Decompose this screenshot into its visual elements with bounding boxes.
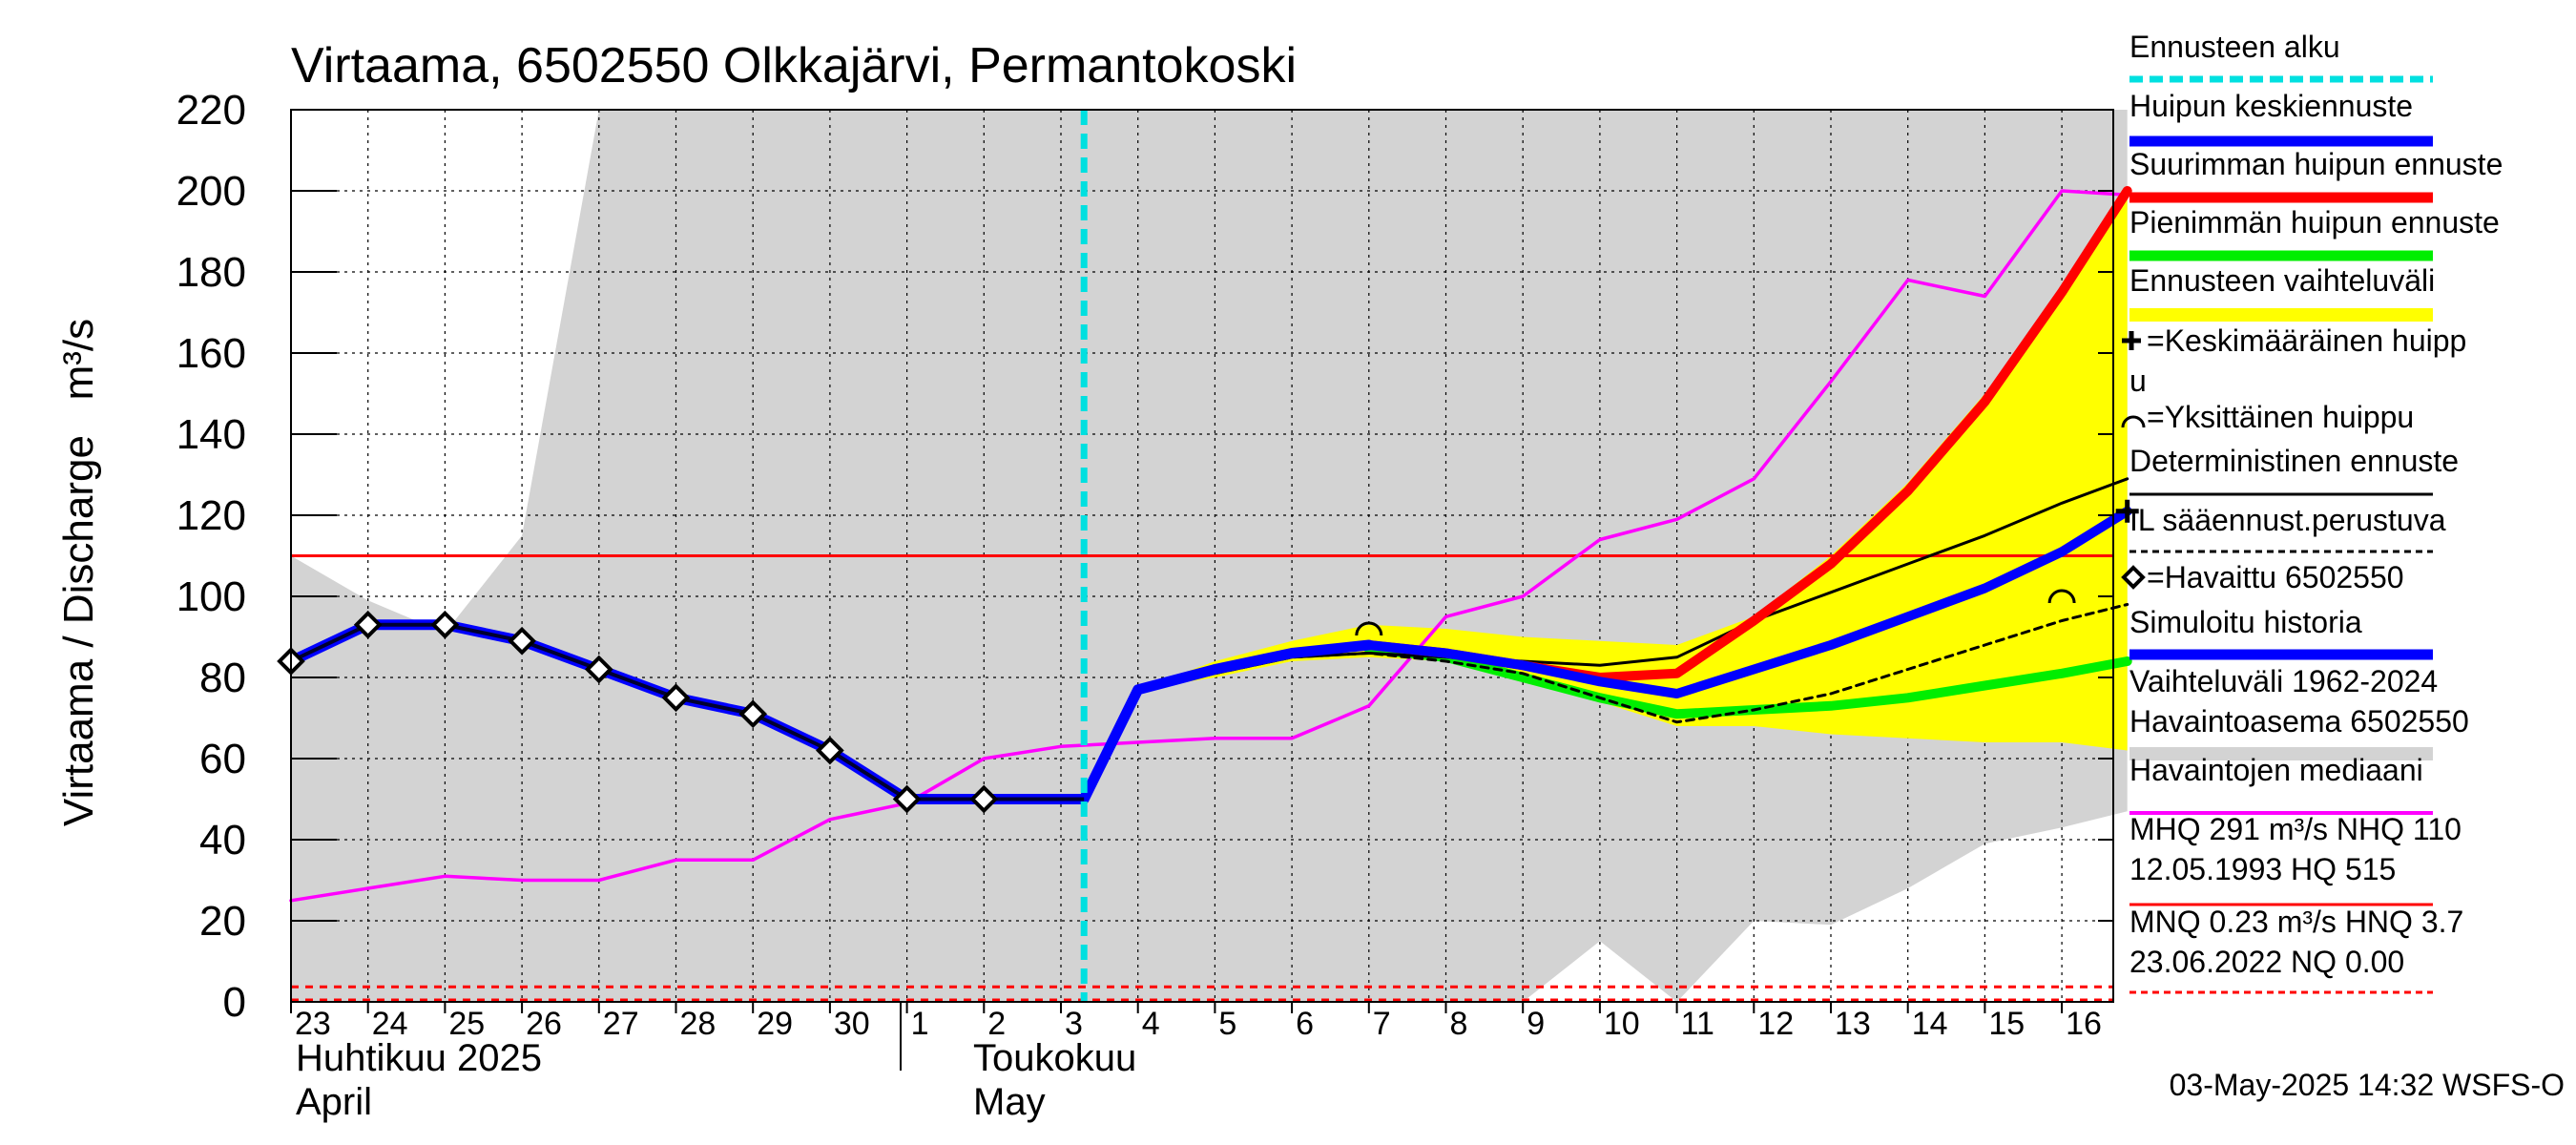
- legend-label: MNQ 0.23 m³/s HNQ 3.7: [2129, 905, 2463, 939]
- plot-frame: [290, 109, 2114, 1003]
- month-label-may-en: May: [973, 1081, 1046, 1123]
- y-tick-label: 220: [177, 87, 246, 134]
- legend-label: Pienimmän huipun ennuste: [2129, 205, 2500, 239]
- legend-label: =Havaittu 6502550: [2147, 560, 2404, 594]
- series-lines: [285, 110, 2132, 1002]
- y-tick-label: 20: [199, 898, 246, 945]
- y-tick-label: 80: [199, 655, 246, 701]
- x-tick-label: 2: [987, 1006, 1006, 1042]
- x-tick-label: 3: [1065, 1006, 1083, 1042]
- legend-label: Ennusteen alku: [2129, 30, 2340, 64]
- x-tick-label: 6: [1296, 1006, 1314, 1042]
- x-tick-label: 16: [2066, 1006, 2102, 1042]
- single-peak-marker: [2047, 589, 2076, 604]
- x-tick-label: 29: [757, 1006, 793, 1042]
- y-tick-label: 140: [177, 411, 246, 458]
- x-tick-label: 13: [1835, 1006, 1871, 1042]
- legend-label: Havaintojen mediaani: [2129, 753, 2423, 787]
- legend-label-line2: Havaintoasema 6502550: [2129, 704, 2469, 739]
- legend-label: Simuloitu historia: [2129, 605, 2362, 639]
- x-tick-label: 15: [1988, 1006, 2025, 1042]
- single-peak-marker: [1355, 621, 1383, 636]
- il-weather-forecast-line: [1136, 603, 2129, 724]
- legend: Ennusteen alku Huipun keskiennuste Suurimm…: [2121, 30, 2503, 994]
- y-tick-label: 0: [223, 979, 246, 1026]
- legend-label-line2: 12.05.1993 HQ 515: [2129, 852, 2396, 886]
- y-tick-label: 60: [199, 736, 246, 782]
- x-tick-label: 10: [1604, 1006, 1640, 1042]
- legend-label: =Yksittäinen huippu: [2147, 400, 2414, 434]
- legend-label: =Keskimääräinen huipp: [2147, 323, 2466, 358]
- y-tick-label: 120: [177, 492, 246, 539]
- plot-area: [277, 109, 2139, 1003]
- month-labels: Huhtikuu 2025 April Toukokuu May: [296, 1002, 1136, 1123]
- x-tick-label: 9: [1527, 1006, 1545, 1042]
- timestamp: 03-May-2025 14:32 WSFS-O: [2170, 1068, 2565, 1102]
- x-tick-label: 24: [372, 1006, 408, 1042]
- x-tick-label: 1: [911, 1006, 929, 1042]
- x-tick-label: 4: [1142, 1006, 1160, 1042]
- x-tick-label: 30: [834, 1006, 870, 1042]
- x-tick-label: 25: [448, 1006, 485, 1042]
- legend-label: Ennusteen vaihteluväli: [2129, 263, 2435, 298]
- forecast-band-area: [1137, 191, 2128, 751]
- y-tick-label: 160: [177, 330, 246, 377]
- observed-point: [353, 610, 383, 639]
- y-tick-label: 100: [177, 573, 246, 620]
- legend-label: MHQ 291 m³/s NHQ 110: [2129, 812, 2462, 846]
- forecast-range-band: [1137, 191, 2128, 751]
- x-tick-label: 7: [1373, 1006, 1391, 1042]
- observed-median-line: [289, 189, 2129, 903]
- observed-point: [738, 699, 768, 729]
- x-tick-label: 14: [1912, 1006, 1948, 1042]
- x-tick-label: 11: [1681, 1006, 1714, 1042]
- month-label-april-fi: Huhtikuu 2025: [296, 1037, 542, 1079]
- y-axis-label: Virtaama / Discharge m³/s: [55, 319, 102, 826]
- x-tick-label: 8: [1450, 1006, 1468, 1042]
- y-tick-label: 180: [177, 249, 246, 296]
- legend-label: Deterministinen ennuste: [2129, 444, 2459, 478]
- legend-label: Huipun keskiennuste: [2129, 89, 2413, 123]
- observed-point: [430, 610, 460, 639]
- observed-point: [816, 736, 844, 765]
- x-tick-label: 5: [1218, 1006, 1236, 1042]
- y-axis-ticks: 0 20 40 60 80 100 120 140 160 180 200 220: [177, 87, 2113, 1026]
- legend-swatch-diamond: [2121, 565, 2146, 590]
- month-label-april-en: April: [296, 1081, 372, 1123]
- reference-lines: [291, 554, 2113, 1002]
- observed-point: [584, 655, 613, 684]
- observed-point: [661, 683, 691, 713]
- month-label-may-fi: Toukokuu: [973, 1037, 1136, 1079]
- x-tick-label: 12: [1757, 1006, 1794, 1042]
- y-tick-label: 40: [199, 817, 246, 864]
- x-tick-label: 28: [680, 1006, 717, 1042]
- observed-point: [892, 784, 922, 814]
- legend-label: Vaihteluväli 1962-2024: [2129, 664, 2438, 698]
- x-axis-ticks: 23 24 25 26 27 28 29 30 1 2 3 4 5 6 7 8 9 10 11 12 13 14 15 16: [290, 1002, 2102, 1042]
- legend-label-line2: 23.06.2022 NQ 0.00: [2129, 945, 2404, 979]
- observed-point: [508, 626, 536, 656]
- chart-title: Virtaama, 6502550 Olkkajärvi, Permantoko…: [291, 38, 1297, 94]
- legend-label: IL sääennust.perustuva: [2129, 503, 2446, 537]
- y-tick-label: 200: [177, 168, 246, 215]
- mean-peak-forecast-line: [1363, 506, 2132, 698]
- legend-label: Suurimman huipun ennuste: [2129, 147, 2503, 181]
- x-tick-label: 26: [526, 1006, 562, 1042]
- markers: [277, 499, 2139, 814]
- legend-label-line2: u: [2129, 364, 2147, 398]
- x-tick-label: 27: [603, 1006, 639, 1042]
- x-tick-label: 23: [295, 1006, 331, 1042]
- legend-swatch-arc: [2121, 415, 2146, 428]
- observed-point: [969, 784, 999, 814]
